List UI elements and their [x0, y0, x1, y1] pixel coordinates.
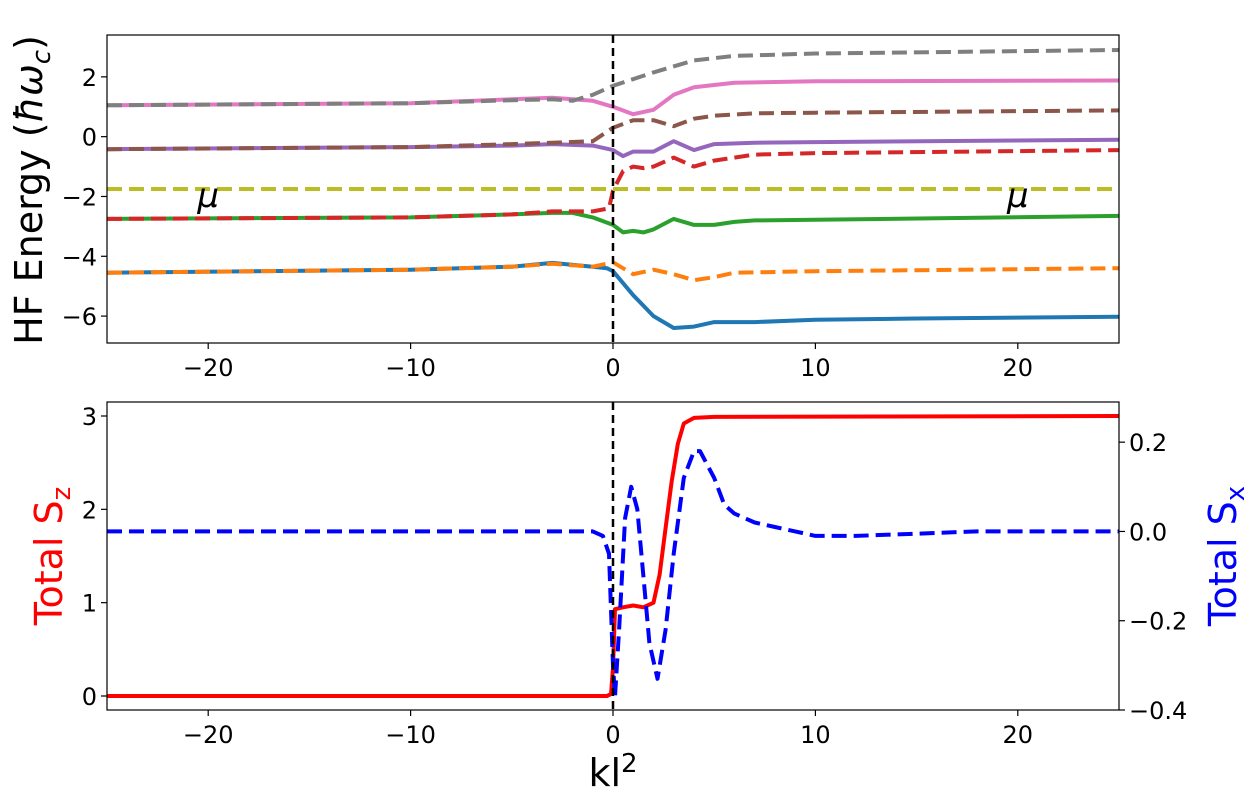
energy-y-axis-label: HF Energy (ħωc)	[7, 35, 57, 345]
energy-x-tick-label: −10	[385, 354, 436, 382]
spin-right-y-ticks: 0.2 0.0 −0.2 −0.4	[1119, 429, 1187, 725]
spin-x-tick-label: 0	[605, 721, 620, 749]
spin-x-ticks: −20 −10 0 10 20	[183, 710, 1033, 749]
energy-y-label-text: HF Energy (	[7, 122, 51, 344]
sx-y-tick-label: −0.4	[1129, 697, 1187, 725]
sz-label-sub: z	[47, 487, 77, 501]
sx-y-tick-label: 0.2	[1129, 429, 1167, 457]
spin-left-y-ticks: 0 1 2 3	[82, 403, 107, 711]
energy-level-line-4	[106, 148, 1120, 221]
energy-level-line-8	[106, 48, 1120, 108]
energy-x-tick-label: 10	[800, 354, 831, 382]
sx-label-sub: x	[1221, 486, 1250, 501]
energy-y-tick-label: 2	[82, 64, 97, 92]
energy-y-tick-label: 0	[82, 124, 97, 152]
spin-x-tick-label: −20	[183, 721, 234, 749]
energy-y-ticks: −6 −4 −2 0 2	[62, 64, 107, 331]
mu-label-1: μ	[196, 176, 219, 216]
energy-x-ticks: −20 −10 0 10 20	[183, 343, 1033, 382]
sz-y-tick-label: 2	[82, 496, 97, 524]
energy-level-line-6	[106, 108, 1120, 152]
energy-x-tick-label: 20	[1003, 354, 1034, 382]
energy-y-label-symbol: ħω	[7, 64, 51, 122]
sz-y-tick-label: 0	[82, 683, 97, 711]
energy-x-tick-label: 0	[605, 354, 620, 382]
sz-y-axis-label: Total Sz	[27, 487, 77, 627]
sx-line	[107, 449, 1119, 699]
energy-y-tick-label: −4	[62, 243, 97, 271]
sz-y-tick-label: 1	[82, 590, 97, 618]
energy-y-tick-label: −2	[62, 183, 97, 211]
mu-label-2: μ	[1006, 176, 1029, 216]
energy-series-group	[106, 48, 1120, 330]
energy-level-line-2	[106, 260, 1120, 283]
sx-y-tick-label: 0.0	[1129, 518, 1167, 546]
energy-y-label-sub: c	[27, 50, 57, 64]
spin-x-tick-label: 20	[1003, 721, 1034, 749]
energy-y-label-close: )	[7, 35, 51, 50]
energy-level-line-3	[106, 210, 1120, 235]
sz-y-tick-label: 3	[82, 403, 97, 431]
spin-x-tick-label: −10	[385, 721, 436, 749]
energy-x-tick-label: −20	[183, 354, 234, 382]
sz-label-text: Total S	[27, 500, 71, 626]
x-label-sup: 2	[621, 749, 638, 779]
sx-y-tick-label: −0.2	[1129, 608, 1187, 636]
sx-label-text: Total S	[1201, 501, 1245, 627]
energy-y-tick-label: −6	[62, 303, 97, 331]
x-label-text: kl	[588, 751, 621, 795]
spin-x-axis-label: kl2	[588, 749, 637, 795]
sx-y-axis-label: Total Sx	[1201, 486, 1250, 627]
spin-x-tick-label: 10	[800, 721, 831, 749]
